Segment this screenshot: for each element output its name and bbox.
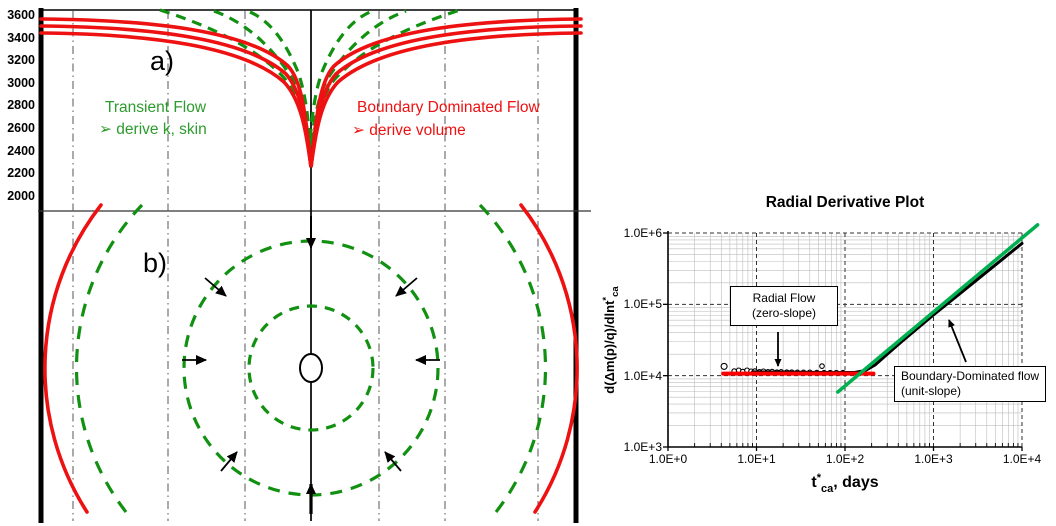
- pressure-tick: 2200: [7, 166, 35, 180]
- radial-flow-annotation: Radial Flow (zero-slope): [730, 286, 838, 326]
- x-axis-tick-labels: 1.0E+0 1.0E+1 1.0E+2 1.0E+3 1.0E+4: [649, 452, 1042, 466]
- y-tick: 1.0E+3: [624, 440, 663, 454]
- y-axis-tick-labels: 1.0E+6 1.0E+5 1.0E+4 1.0E+3: [624, 226, 663, 454]
- reservoir-boundary-arc-right: [519, 203, 579, 514]
- far-drainage-arc-right: [478, 203, 548, 513]
- pressure-tick: 2400: [7, 144, 35, 158]
- radial-flow-annotation-line2: (zero-slope): [751, 306, 817, 320]
- pressure-tick: 3200: [7, 53, 35, 67]
- x-tick: 1.0E+4: [1003, 452, 1042, 466]
- pressure-tick: 3400: [7, 31, 35, 45]
- panel-a-label: a): [150, 46, 174, 76]
- pressure-tick: 3000: [7, 76, 35, 90]
- boundary-flow-title: Boundary Dominated Flow: [357, 99, 540, 116]
- panel-b-label: b): [143, 248, 167, 278]
- x-tick: 1.0E+2: [826, 452, 865, 466]
- wellbore-symbol: [299, 353, 323, 383]
- reservoir-boundary-arc-left: [43, 203, 103, 514]
- boundary-flow-pointer-arrow: [948, 319, 967, 363]
- pressure-tick: 2000: [7, 189, 35, 203]
- radial-flow-annotation-line1: Radial Flow: [752, 291, 816, 305]
- pressure-tick: 2800: [7, 98, 35, 112]
- transient-flow-title: Transient Flow: [105, 99, 207, 116]
- flow-arrows: [182, 216, 440, 514]
- inner-drainage-radius-circle: [247, 304, 375, 432]
- boundary-flow-annotation-line2: (unit-slope): [901, 384, 962, 398]
- transient-flow-bullet: ➢ derive k, skin: [99, 121, 207, 138]
- log-grid: [668, 232, 1023, 447]
- chart-title: Radial Derivative Plot: [765, 194, 925, 211]
- far-drainage-arc-left: [74, 203, 144, 513]
- x-tick: 1.0E+1: [737, 452, 776, 466]
- y-tick: 1.0E+6: [624, 226, 663, 240]
- flow-arrow-nw: [204, 277, 227, 297]
- pressure-derivative-points: [720, 362, 728, 370]
- boundary-flow-annotation: Boundary-Dominated flow (unit-slope): [894, 366, 1047, 402]
- x-tick: 1.0E+0: [649, 452, 688, 466]
- pressure-axis-labels: 3600 3400 3200 3000 2800 2600 2400 2200 …: [7, 8, 35, 203]
- flow-arrow-ne: [395, 277, 418, 297]
- radial-derivative-plot-svg: 1.0E+6 1.0E+5 1.0E+4 1.0E+3 1.0E+0 1.0E+…: [601, 223, 1042, 495]
- y-axis-label: d(Δm(p)/q)/dlnt*ca: [601, 286, 621, 394]
- chart-series: [720, 223, 1040, 394]
- y-tick: 1.0E+4: [624, 369, 663, 383]
- x-tick: 1.0E+3: [914, 452, 953, 466]
- pressure-tick: 3600: [7, 8, 35, 22]
- flow-arrow-sw: [220, 451, 238, 472]
- chart-axes: [663, 231, 1023, 451]
- pressure-tick: 2600: [7, 121, 35, 135]
- y-tick: 1.0E+5: [624, 297, 663, 311]
- boundary-flow-bullet: ➢ derive volume: [352, 122, 466, 139]
- pressure-derivative-points: [819, 363, 825, 369]
- flow-arrow-se: [384, 451, 402, 472]
- dash-dot-gridlines: [72, 11, 539, 521]
- boundary-dominated-unit-slope-line: [836, 223, 1040, 394]
- well-drainage-diagram: 3600 3400 3200 3000 2800 2600 2400 2200 …: [7, 8, 591, 523]
- boundary-flow-annotation-line1: Boundary-Dominated flow: [901, 369, 1040, 383]
- radial-derivative-chart: Radial Derivative Plot 1.0E+6 1.0E+5 1.0…: [600, 190, 1056, 500]
- boundary-pressure-profiles: [39, 17, 583, 168]
- x-axis-label: t*ca, days: [811, 472, 878, 495]
